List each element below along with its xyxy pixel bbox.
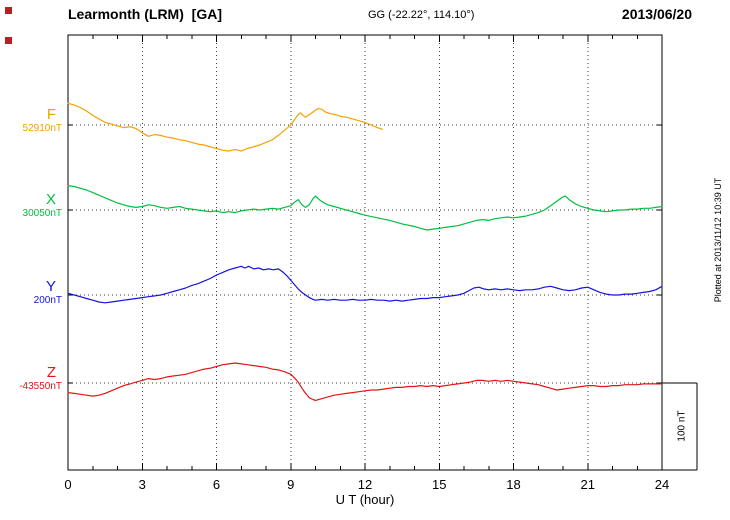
plot-date: 2013/06/20: [621, 6, 692, 22]
series-label-f: F 52910nT: [0, 106, 62, 135]
series-basevalue-x: 30050nT: [22, 208, 62, 220]
svg-text:21: 21: [581, 477, 595, 492]
svg-text:6: 6: [213, 477, 220, 492]
series-basevalue-f: 52910nT: [22, 123, 62, 135]
series-letter-f: F: [46, 106, 56, 123]
x-axis-title: U T (hour): [335, 492, 395, 507]
plotted-at-note: Plotted at 2013/11/12 10:39 UT: [713, 177, 723, 303]
series-letter-z: Z: [46, 364, 56, 381]
geographic-coords: GG (-22.22°, 114.10°): [368, 9, 475, 21]
svg-text:18: 18: [506, 477, 520, 492]
svg-text:24: 24: [655, 477, 669, 492]
series-letter-x: X: [45, 191, 56, 208]
series-label-z: Z -43550nT: [0, 364, 62, 393]
svg-text:12: 12: [358, 477, 372, 492]
svg-text:0: 0: [64, 477, 71, 492]
red-square-marker: [5, 37, 12, 44]
series-label-y: Y 200nT: [0, 278, 62, 307]
series-basevalue-y: 200nT: [33, 295, 62, 307]
scale-bar-label: 100 nT: [676, 410, 688, 442]
series-basevalue-z: -43550nT: [19, 381, 62, 393]
svg-text:3: 3: [139, 477, 146, 492]
station-title: Learmonth (LRM) [GA]: [68, 6, 222, 22]
series-letter-y: Y: [45, 278, 56, 295]
svg-text:15: 15: [432, 477, 446, 492]
series-label-x: X 30050nT: [0, 191, 62, 220]
red-square-marker: [5, 7, 12, 14]
svg-text:9: 9: [287, 477, 294, 492]
